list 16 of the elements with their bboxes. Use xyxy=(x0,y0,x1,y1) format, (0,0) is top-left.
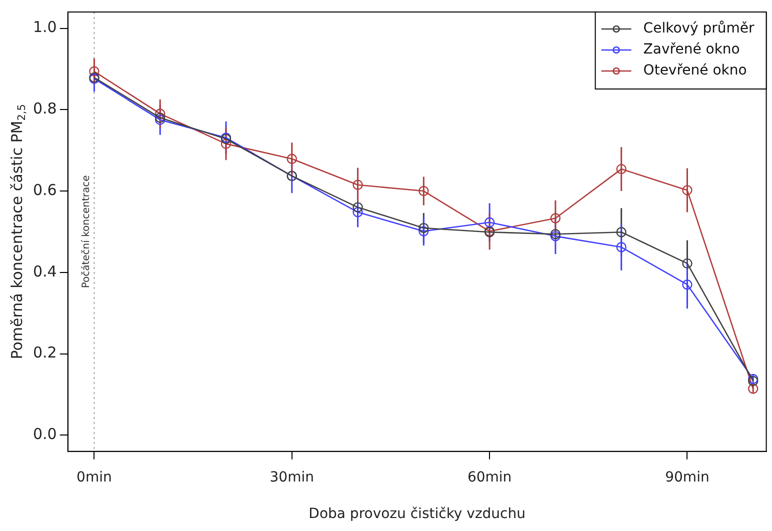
y-tick-label: 0.8 xyxy=(32,100,57,118)
x-axis-title: Doba provozu čističky vzduchu xyxy=(308,506,526,522)
ref-line-label: Počáteční koncentrace xyxy=(80,175,92,288)
legend-label: Zavřené okno xyxy=(643,42,740,58)
y-tick-label: 0.0 xyxy=(32,425,57,444)
legend-label: Celkový průměr xyxy=(643,20,755,37)
y-tick-label: 0.4 xyxy=(32,262,57,280)
x-tick-label: 30min xyxy=(270,469,314,486)
y-tick-label: 0.6 xyxy=(32,180,57,199)
x-tick-label: 60min xyxy=(467,469,512,486)
x-tick-label: 0min xyxy=(76,469,112,486)
y-tick-label: 0.2 xyxy=(32,344,57,362)
y-axis-title: Poměrná koncentrace částic PM2,5 xyxy=(8,104,28,360)
x-tick-label: 90min xyxy=(665,469,710,486)
legend-label: Otevřené okno xyxy=(643,62,747,79)
y-tick-label: 1.0 xyxy=(32,18,57,36)
